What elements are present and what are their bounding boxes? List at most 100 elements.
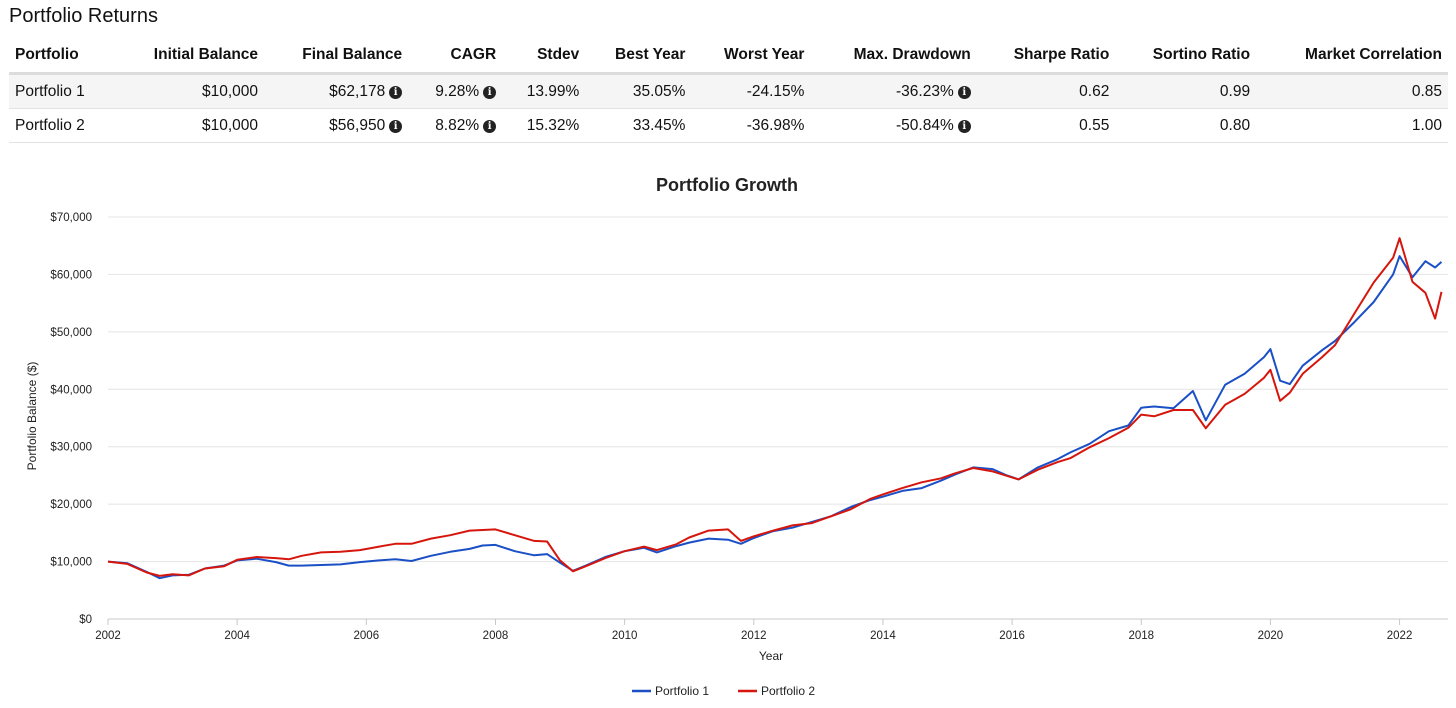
- cell-value: 1.00: [1411, 116, 1442, 134]
- cell-value: 8.82%: [435, 116, 480, 134]
- y-tick-label: $70,000: [50, 212, 92, 224]
- column-header: Max. Drawdown: [810, 38, 977, 75]
- cell-value: 0.55: [1079, 116, 1110, 134]
- column-header: Portfolio: [9, 38, 115, 75]
- cell-value: -24.15%: [746, 82, 805, 100]
- x-tick-label: 2022: [1387, 630, 1413, 642]
- cell-value: Portfolio 2: [15, 116, 85, 134]
- x-tick-label: 2006: [354, 630, 380, 642]
- cell-value: 0.85: [1411, 82, 1442, 100]
- table-cell: $56,950 i: [264, 108, 409, 143]
- cell-value: $10,000: [202, 82, 259, 100]
- table-cell: 33.45%: [585, 108, 692, 143]
- info-icon[interactable]: i: [483, 119, 497, 133]
- table-header: Portfolio Initial Balance Final Balance CAG…: [9, 38, 1448, 75]
- y-tick-label: $10,000: [50, 557, 92, 569]
- series-line-1: [107, 255, 1443, 580]
- table-cell: -24.15%: [691, 73, 811, 109]
- cell-value: 0.99: [1219, 82, 1251, 100]
- column-header: Stdev: [502, 38, 586, 75]
- table-row: Portfolio 1 $10,000 $62,178 i 9.28% i 13.99% 35…: [9, 73, 1448, 109]
- table-cell: $10,000: [114, 108, 265, 143]
- legend: Portfolio 1 Portfolio 2: [632, 684, 815, 698]
- x-tick-label: 2008: [483, 630, 509, 642]
- y-tick-label: $30,000: [50, 442, 92, 454]
- page-title: Portfolio Returns: [9, 5, 158, 27]
- table-cell: Portfolio 1: [9, 73, 115, 109]
- grid-lines: [108, 216, 1448, 620]
- info-icon[interactable]: i: [957, 85, 971, 99]
- table-cell: 0.55: [976, 108, 1116, 143]
- column-header: Worst Year: [691, 38, 811, 75]
- x-tick-label: 2016: [999, 630, 1025, 642]
- y-tick-label: $0: [79, 614, 92, 626]
- cell-value: 9.28%: [435, 82, 480, 100]
- x-tick-label: 2004: [224, 630, 250, 642]
- table-cell: 13.99%: [502, 73, 586, 109]
- table-cell: 0.80: [1115, 108, 1257, 143]
- info-icon[interactable]: i: [483, 85, 497, 99]
- cell-value: -36.98%: [746, 116, 805, 134]
- cell-value: 0.80: [1219, 116, 1251, 134]
- cell-value: -36.23%: [896, 82, 954, 100]
- table-cell: -36.23% i: [810, 73, 977, 109]
- series-lines: [107, 237, 1443, 580]
- x-axis-label: Year: [759, 649, 783, 663]
- table-cell: -50.84% i: [810, 108, 977, 143]
- y-tick-label: $40,000: [50, 384, 92, 396]
- table-cell: 1.00: [1256, 108, 1448, 143]
- cell-value: Portfolio 1: [15, 82, 85, 100]
- x-tick-label: 2014: [870, 630, 896, 642]
- column-header: Market Correlation: [1256, 38, 1448, 75]
- table-body: Portfolio 1 $10,000 $62,178 i 9.28% i 13.99% 35…: [9, 73, 1448, 143]
- legend-label: Portfolio 2: [761, 684, 815, 698]
- legend-item-2[interactable]: Portfolio 2: [738, 684, 815, 698]
- table-cell: 0.85: [1256, 73, 1448, 109]
- x-axis-ticks: 2002 2004 2006 2008 2010 2012 2014 2016 2018 2020…: [95, 619, 1412, 642]
- x-tick-label: 2020: [1258, 630, 1284, 642]
- legend-item-1[interactable]: Portfolio 1: [632, 684, 709, 698]
- column-header: Sharpe Ratio: [976, 38, 1116, 75]
- info-icon[interactable]: i: [957, 119, 971, 133]
- y-axis-ticks: $0 $10,000 $20,000 $30,000 $40,000 $50,000 $60…: [50, 212, 92, 626]
- series-line-2: [107, 237, 1443, 577]
- column-header: Sortino Ratio: [1115, 38, 1257, 75]
- table-cell: 0.62: [976, 73, 1116, 109]
- cell-value: $62,178: [329, 82, 386, 100]
- info-icon[interactable]: i: [389, 85, 403, 99]
- cell-value: $56,950: [329, 116, 386, 134]
- cell-value: 0.62: [1079, 82, 1110, 100]
- table-cell: 15.32%: [502, 108, 586, 143]
- y-axis-label: Portfolio Balance ($): [25, 362, 39, 471]
- column-header: Best Year: [585, 38, 692, 75]
- cell-value: 13.99%: [526, 82, 580, 100]
- y-tick-label: $50,000: [50, 327, 92, 339]
- header-row: Portfolio Initial Balance Final Balance CAG…: [9, 38, 1448, 75]
- table-cell: 0.99: [1115, 73, 1257, 109]
- chart-title: Portfolio Growth: [656, 175, 798, 195]
- table-cell: 8.82% i: [408, 108, 503, 143]
- table-cell: 9.28% i: [408, 73, 503, 109]
- cell-value: -50.84%: [896, 116, 954, 134]
- x-tick-label: 2012: [741, 630, 767, 642]
- table-cell: -36.98%: [691, 108, 811, 143]
- cell-value: $10,000: [202, 116, 259, 134]
- returns-table: Portfolio Initial Balance Final Balance CAG…: [9, 38, 1448, 143]
- y-tick-label: $20,000: [50, 499, 92, 511]
- x-tick-label: 2018: [1128, 630, 1154, 642]
- legend-label: Portfolio 1: [655, 684, 709, 698]
- table-cell: 35.05%: [585, 73, 692, 109]
- cell-value: 35.05%: [632, 82, 686, 100]
- table-cell: $62,178 i: [264, 73, 409, 109]
- portfolio-growth-chart: Portfolio Growth $0 $10,000 $20,000 $30,000…: [25, 175, 1448, 698]
- info-icon[interactable]: i: [389, 119, 403, 133]
- column-header: Initial Balance: [114, 38, 265, 75]
- table-cell: Portfolio 2: [9, 108, 115, 143]
- x-tick-label: 2010: [612, 630, 638, 642]
- cell-value: 15.32%: [526, 116, 580, 134]
- column-header: Final Balance: [264, 38, 409, 75]
- y-tick-label: $60,000: [50, 269, 92, 281]
- x-tick-label: 2002: [95, 630, 121, 642]
- table-cell: $10,000: [114, 73, 265, 109]
- cell-value: 33.45%: [632, 116, 686, 134]
